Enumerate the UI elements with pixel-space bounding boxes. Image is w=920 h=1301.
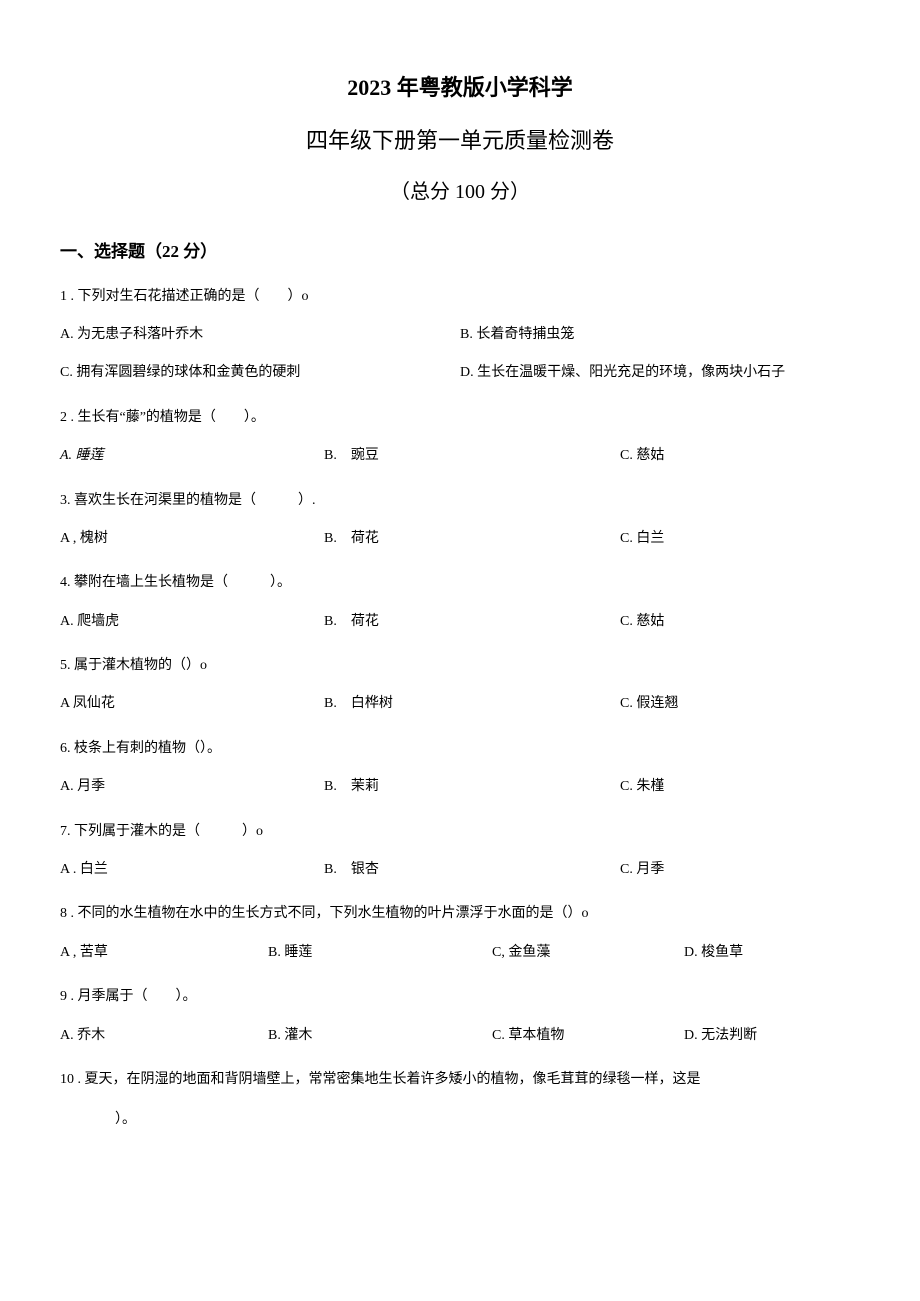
q7-stem: 7. 下列属于灌木的是（ ）o: [60, 821, 860, 843]
document-header: 2023 年粤教版小学科学 四年级下册第一单元质量检测卷 （总分 100 分）: [60, 70, 860, 208]
q6-opt-c: C. 朱槿: [620, 776, 860, 798]
q9-opt-d: D. 无法判断: [684, 1025, 860, 1047]
question-6: 6. 枝条上有刺的植物（）。 A. 月季 B. 茉莉 C. 朱槿: [60, 738, 860, 799]
question-8: 8 . 不同的水生植物在水中的生长方式不同，下列水生植物的叶片漂浮于水面的是（）…: [60, 903, 860, 964]
q4-opt-b: B. 荷花: [324, 611, 620, 633]
q1-opt-d: D. 生长在温暖干燥、阳光充足的环境，像两块小石子: [460, 362, 860, 384]
q1-stem: 1 . 下列对生石花描述正确的是（ ）o: [60, 286, 860, 308]
q5-options: A 凤仙花 B. 白桦树 C. 假连翘: [60, 693, 860, 715]
main-title: 2023 年粤教版小学科学: [60, 70, 860, 105]
q9-stem: 9 . 月季属于（ ）。: [60, 986, 860, 1008]
q4-stem: 4. 攀附在墙上生长植物是（ ）。: [60, 572, 860, 594]
q2-opt-c: C. 慈姑: [620, 445, 860, 467]
q7-opt-a: A . 白兰: [60, 859, 324, 881]
q6-options: A. 月季 B. 茉莉 C. 朱槿: [60, 776, 860, 798]
q3-opt-c: C. 白兰: [620, 528, 860, 550]
section-1-header: 一、选择题（22 分）: [60, 238, 860, 265]
q6-opt-a: A. 月季: [60, 776, 324, 798]
q4-opt-a: A. 爬墙虎: [60, 611, 324, 633]
q1-options-row1: A. 为无患子科落叶乔木 B. 长着奇特捕虫笼: [60, 324, 860, 346]
q2-opt-b: B. 豌豆: [324, 445, 620, 467]
q1-options-row2: C. 拥有浑圆碧绿的球体和金黄色的硬刺 D. 生长在温暖干燥、阳光充足的环境，像…: [60, 362, 860, 384]
question-4: 4. 攀附在墙上生长植物是（ ）。 A. 爬墙虎 B. 荷花 C. 慈姑: [60, 572, 860, 633]
q8-options: A , 苦草 B. 睡莲 C, 金鱼藻 D. 梭鱼草: [60, 942, 860, 964]
q3-opt-a: A , 槐树: [60, 528, 324, 550]
q1-opt-c: C. 拥有浑圆碧绿的球体和金黄色的硬刺: [60, 362, 460, 384]
q6-opt-b: B. 茉莉: [324, 776, 620, 798]
sub-title: 四年级下册第一单元质量检测卷: [60, 123, 860, 158]
question-3: 3. 喜欢生长在河渠里的植物是（ ）. A , 槐树 B. 荷花 C. 白兰: [60, 490, 860, 551]
question-2: 2 . 生长有“藤”的植物是（ ）。 A. 睡莲 B. 豌豆 C. 慈姑: [60, 407, 860, 468]
q8-opt-b: B. 睡莲: [268, 942, 492, 964]
q7-options: A . 白兰 B. 银杏 C. 月季: [60, 859, 860, 881]
q2-options: A. 睡莲 B. 豌豆 C. 慈姑: [60, 445, 860, 467]
q5-stem: 5. 属于灌木植物的（）o: [60, 655, 860, 677]
q9-opt-b: B. 灌木: [268, 1025, 492, 1047]
q10-stem-line1: 10 . 夏天，在阴湿的地面和背阴墙壁上，常常密集地生长着许多矮小的植物，像毛茸…: [60, 1069, 860, 1091]
q7-opt-c: C. 月季: [620, 859, 860, 881]
q9-opt-c: C. 草本植物: [492, 1025, 684, 1047]
q1-opt-b: B. 长着奇特捕虫笼: [460, 324, 860, 346]
question-7: 7. 下列属于灌木的是（ ）o A . 白兰 B. 银杏 C. 月季: [60, 821, 860, 882]
q3-stem: 3. 喜欢生长在河渠里的植物是（ ）.: [60, 490, 860, 512]
q8-stem: 8 . 不同的水生植物在水中的生长方式不同，下列水生植物的叶片漂浮于水面的是（）…: [60, 903, 860, 925]
q5-opt-b: B. 白桦树: [324, 693, 620, 715]
q8-opt-c: C, 金鱼藻: [492, 942, 684, 964]
q8-opt-a: A , 苦草: [60, 942, 268, 964]
question-5: 5. 属于灌木植物的（）o A 凤仙花 B. 白桦树 C. 假连翘: [60, 655, 860, 716]
q4-options: A. 爬墙虎 B. 荷花 C. 慈姑: [60, 611, 860, 633]
q10-stem-line2: ）。: [60, 1109, 860, 1131]
question-1: 1 . 下列对生石花描述正确的是（ ）o A. 为无患子科落叶乔木 B. 长着奇…: [60, 286, 860, 385]
score-line: （总分 100 分）: [60, 176, 860, 208]
q8-opt-d: D. 梭鱼草: [684, 942, 860, 964]
q9-opt-a: A. 乔木: [60, 1025, 268, 1047]
q2-stem: 2 . 生长有“藤”的植物是（ ）。: [60, 407, 860, 429]
q3-options: A , 槐树 B. 荷花 C. 白兰: [60, 528, 860, 550]
q9-options: A. 乔木 B. 灌木 C. 草本植物 D. 无法判断: [60, 1025, 860, 1047]
question-10: 10 . 夏天，在阴湿的地面和背阴墙壁上，常常密集地生长着许多矮小的植物，像毛茸…: [60, 1069, 860, 1132]
q5-opt-a: A 凤仙花: [60, 693, 324, 715]
q3-opt-b: B. 荷花: [324, 528, 620, 550]
q1-opt-a: A. 为无患子科落叶乔木: [60, 324, 460, 346]
q6-stem: 6. 枝条上有刺的植物（）。: [60, 738, 860, 760]
q7-opt-b: B. 银杏: [324, 859, 620, 881]
q2-opt-a: A. 睡莲: [60, 445, 324, 467]
q4-opt-c: C. 慈姑: [620, 611, 860, 633]
question-9: 9 . 月季属于（ ）。 A. 乔木 B. 灌木 C. 草本植物 D. 无法判断: [60, 986, 860, 1047]
q5-opt-c: C. 假连翘: [620, 693, 860, 715]
